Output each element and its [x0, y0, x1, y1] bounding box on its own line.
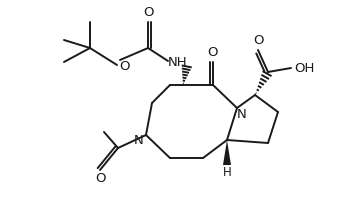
Text: O: O: [119, 59, 129, 73]
Text: O: O: [253, 35, 263, 48]
Text: N: N: [237, 108, 247, 121]
Polygon shape: [223, 140, 231, 165]
Text: NH: NH: [168, 55, 188, 68]
Text: N: N: [134, 134, 144, 147]
Text: O: O: [95, 172, 105, 185]
Text: O: O: [143, 7, 153, 20]
Text: O: O: [208, 46, 218, 59]
Text: OH: OH: [294, 62, 314, 75]
Text: H: H: [223, 167, 232, 180]
